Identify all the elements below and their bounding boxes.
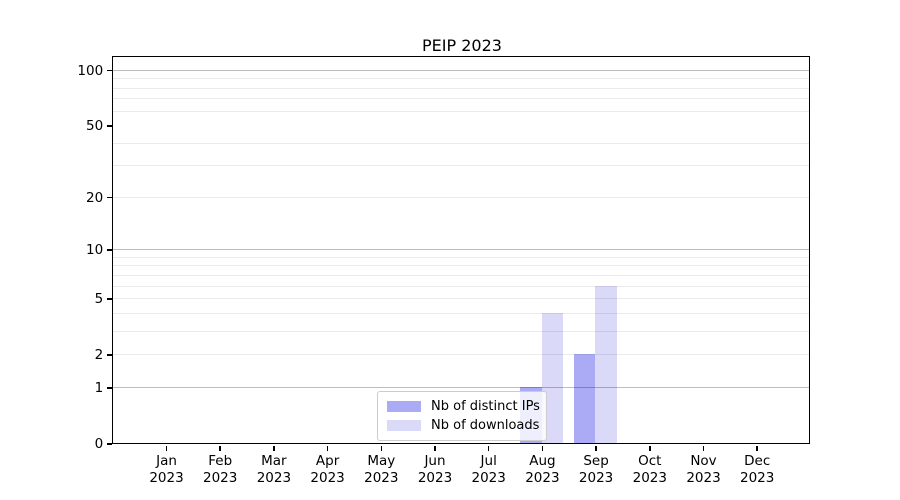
y-tick-5 bbox=[107, 298, 113, 300]
legend-swatch-distinct-ips bbox=[387, 401, 421, 412]
gridline-y-40 bbox=[113, 142, 810, 144]
x-tick-nov bbox=[702, 445, 705, 451]
x-tick-aug bbox=[541, 445, 544, 451]
legend-item-downloads: Nb of downloads bbox=[378, 416, 546, 435]
gridline-y-6 bbox=[113, 285, 810, 287]
x-label-may: May 2023 bbox=[364, 453, 399, 486]
legend-item-distinct-ips: Nb of distinct IPs bbox=[378, 397, 546, 416]
gridline-y-9 bbox=[113, 256, 810, 258]
gridline-y-4 bbox=[113, 312, 810, 314]
x-label-oct: Oct 2023 bbox=[632, 453, 667, 486]
gridline-y-100 bbox=[113, 69, 810, 71]
y-label-1: 1 bbox=[94, 379, 104, 396]
gridline-y-60 bbox=[113, 110, 810, 112]
gridline-y-70 bbox=[113, 98, 810, 100]
plot-area bbox=[112, 56, 811, 445]
x-label-jan: Jan 2023 bbox=[149, 453, 184, 486]
x-label-sep: Sep 2023 bbox=[578, 453, 614, 486]
y-label-10: 10 bbox=[86, 241, 104, 258]
gridline-y-20 bbox=[113, 196, 810, 198]
x-tick-may bbox=[380, 445, 383, 451]
x-label-nov: Nov 2023 bbox=[686, 453, 721, 486]
x-tick-oct bbox=[649, 445, 651, 451]
gridline-y-5 bbox=[113, 298, 810, 300]
gridline-y-10 bbox=[113, 249, 810, 251]
x-tick-jul bbox=[487, 445, 490, 451]
y-tick-0 bbox=[107, 443, 113, 445]
gridline-y-1 bbox=[113, 387, 810, 389]
y-label-0: 0 bbox=[94, 436, 104, 452]
y-label-5: 5 bbox=[94, 291, 104, 308]
legend: Nb of distinct IPs Nb of downloads bbox=[377, 391, 547, 441]
bar-distinct-ips-sep bbox=[573, 354, 596, 444]
gridlines-layer bbox=[113, 57, 810, 443]
legend-label-downloads: Nb of downloads bbox=[431, 418, 540, 433]
gridline-y-80 bbox=[113, 87, 810, 89]
y-label-50: 50 bbox=[86, 117, 104, 134]
y-label-2: 2 bbox=[94, 347, 104, 364]
bar-downloads-sep bbox=[595, 285, 617, 444]
gridline-y-8 bbox=[113, 265, 810, 267]
y-tick-2 bbox=[107, 354, 113, 356]
x-label-jul: Jul 2023 bbox=[471, 453, 506, 486]
y-label-100: 100 bbox=[77, 62, 104, 79]
gridline-y-3 bbox=[113, 331, 810, 333]
x-label-feb: Feb 2023 bbox=[203, 453, 238, 486]
x-tick-feb bbox=[219, 445, 221, 451]
x-label-jun: Jun 2023 bbox=[417, 453, 453, 486]
y-tick-100 bbox=[107, 69, 113, 72]
y-tick-50 bbox=[107, 125, 113, 127]
x-tick-jan bbox=[165, 445, 168, 451]
x-label-aug: Aug 2023 bbox=[525, 453, 560, 486]
x-label-apr: Apr 2023 bbox=[310, 453, 345, 486]
gridline-y-7 bbox=[113, 274, 810, 276]
y-tick-1 bbox=[107, 387, 113, 389]
gridline-y-30 bbox=[113, 165, 810, 167]
gridline-y-90 bbox=[113, 78, 810, 80]
y-tick-10 bbox=[107, 249, 113, 251]
legend-label-distinct-ips: Nb of distinct IPs bbox=[431, 399, 540, 414]
legend-swatch-downloads bbox=[387, 420, 421, 431]
x-label-dec: Dec 2023 bbox=[740, 453, 775, 486]
gridline-y-2 bbox=[113, 354, 810, 356]
x-tick-jun bbox=[434, 445, 436, 451]
x-label-mar: Mar 2023 bbox=[256, 453, 292, 486]
x-tick-mar bbox=[273, 445, 275, 451]
chart-title: PEIP 2023 bbox=[422, 36, 502, 55]
x-tick-apr bbox=[326, 445, 329, 451]
y-label-20: 20 bbox=[86, 189, 104, 206]
y-tick-20 bbox=[107, 196, 113, 199]
x-tick-sep bbox=[595, 445, 597, 451]
x-tick-dec bbox=[756, 445, 758, 451]
